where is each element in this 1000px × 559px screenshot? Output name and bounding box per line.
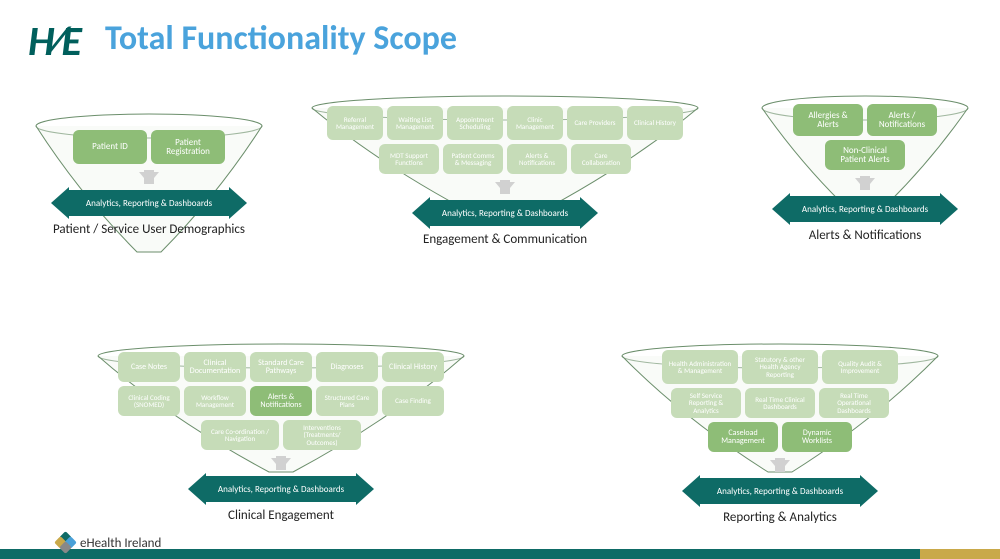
feature-box: Clinical History xyxy=(627,106,683,140)
feature-box: Workflow Management xyxy=(184,386,246,416)
analytics-arrow: Analytics, Reporting & Dashboards xyxy=(188,476,374,502)
feature-box: Real Time Operational Dashboards xyxy=(819,388,889,418)
funnel-label: Clinical Engagement xyxy=(228,508,334,523)
feature-box: Care Co-ordination / Navigation xyxy=(201,420,279,450)
feature-box: Care Collaboration xyxy=(571,144,631,174)
funnel-label: Patient / Service User Demographics xyxy=(53,222,245,237)
funnel-label: Reporting & Analytics xyxy=(723,510,837,525)
footer-text: eHealth Ireland xyxy=(80,536,161,551)
arrow-down-icon xyxy=(271,458,291,470)
ehealth-icon xyxy=(56,533,76,553)
funnel-reporting: Health Administration & ManagementStatut… xyxy=(620,342,940,525)
feature-box: Alerts & Notifications xyxy=(507,144,567,174)
feature-box: Alerts / Notifications xyxy=(867,104,937,136)
analytics-arrow: Analytics, Reporting & Dashboards xyxy=(682,478,878,504)
feature-box: Waiting List Management xyxy=(387,106,443,140)
funnel-demographics: Patient IDPatient Registration Analytics,… xyxy=(34,112,264,237)
feature-box: MDT Support Functions xyxy=(379,144,439,174)
feature-box: Diagnoses xyxy=(316,352,378,382)
feature-box: Care Providers xyxy=(567,106,623,140)
page-title: Total Functionality Scope xyxy=(105,18,457,59)
funnel-clinical: Case NotesClinical DocumentationStandard… xyxy=(96,342,466,523)
feature-box: Caseload Management xyxy=(708,422,778,452)
feature-box: Real Time Clinical Dashboards xyxy=(745,388,815,418)
analytics-arrow: Analytics, Reporting & Dashboards xyxy=(51,190,247,216)
arrow-down-icon xyxy=(495,182,515,194)
feature-box: Case Finding xyxy=(382,386,444,416)
arrow-down-icon xyxy=(855,178,875,190)
feature-box: Clinical Coding (SNOMED) xyxy=(118,386,180,416)
funnel-engagement: Referral ManagementWaiting List Manageme… xyxy=(310,94,700,247)
analytics-arrow: Analytics, Reporting & Dashboards xyxy=(772,196,958,222)
feature-box: Allergies & Alerts xyxy=(793,104,863,136)
hse-logo: H⁄E xyxy=(28,16,78,67)
feature-box: Statutory & other Health Agency Reportin… xyxy=(742,350,818,384)
analytics-arrow: Analytics, Reporting & Dashboards xyxy=(412,200,598,226)
feature-box: Clinic Management xyxy=(507,106,563,140)
arrow-down-icon xyxy=(770,460,790,472)
feature-box: Patient Comms & Messaging xyxy=(443,144,503,174)
funnel-alerts: Allergies & AlertsAlerts / Notifications… xyxy=(760,94,970,243)
feature-box: Appointment Scheduling xyxy=(447,106,503,140)
feature-box: Patient ID xyxy=(73,130,147,164)
funnel-label: Alerts & Notifications xyxy=(809,228,922,243)
feature-box: Health Administration & Management xyxy=(662,350,738,384)
feature-box: Self Service Reporting & Analytics xyxy=(671,388,741,418)
footer-logo: eHealth Ireland xyxy=(56,533,161,553)
feature-box: Clinical History xyxy=(382,352,444,382)
feature-box: Referral Management xyxy=(327,106,383,140)
feature-box: Clinical Documentation xyxy=(184,352,246,382)
funnel-label: Engagement & Communication xyxy=(423,232,587,247)
feature-box: Standard Care Pathways xyxy=(250,352,312,382)
feature-box: Structured Care Plans xyxy=(316,386,378,416)
feature-box: Dynamic Worklists xyxy=(782,422,852,452)
feature-box: Case Notes xyxy=(118,352,180,382)
feature-box: Alerts & Notifications xyxy=(250,386,312,416)
arrow-down-icon xyxy=(139,172,159,184)
feature-box: Non-Clinical Patient Alerts xyxy=(825,140,905,170)
feature-box: Quality Audit & Improvement xyxy=(822,350,898,384)
feature-box: Interventions (Treatments/ Outcomes) xyxy=(283,420,361,450)
feature-box: Patient Registration xyxy=(151,130,225,164)
